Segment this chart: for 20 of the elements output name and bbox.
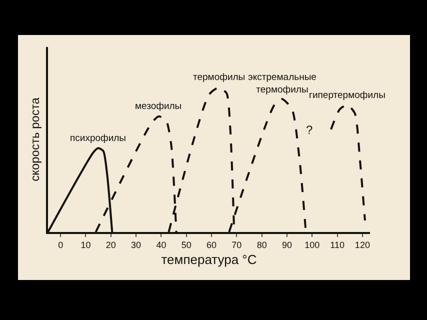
annotation: ? [306,123,313,137]
x-tick-label: 60 [206,240,217,250]
series-label: мезофилы [135,101,182,112]
x-tick-label: 90 [282,240,292,250]
y-axis-title: скорость роста [28,97,42,182]
series-label: термофилы [193,72,246,83]
x-tick-label: 20 [106,240,116,250]
series-label: психрофилы [70,133,126,144]
x-axis-title: температура °C [161,252,257,267]
x-tick-label: 0 [58,240,64,250]
x-tick-label: 70 [232,240,242,250]
series-label: гипертермофилы [309,90,386,101]
x-tick-label: 120 [354,240,370,250]
x-tick-label: 100 [304,240,320,250]
x-tick-label: 110 [330,240,344,250]
x-tick-label: 40 [156,240,166,250]
x-tick-label: 10 [80,240,91,250]
x-tick-label: 50 [181,240,192,250]
x-tick-label: 30 [131,240,142,250]
x-tick-label: 80 [256,240,267,250]
